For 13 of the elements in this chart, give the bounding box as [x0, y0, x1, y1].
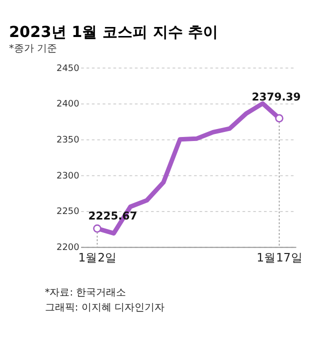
chart-subtitle: *종가 기준: [8, 44, 58, 55]
y-tick-label: 2300: [56, 171, 80, 182]
y-tick-label: 2400: [56, 100, 80, 110]
data-label: 2379.39: [252, 90, 301, 104]
text: 그래픽: 이지혜 디자인기자: [44, 302, 164, 314]
text: *자료: 한국거래소: [44, 287, 126, 298]
y-tick-label: 2450: [56, 64, 80, 74]
chart-title: 2023년 1월 코스피 지수 추이: [8, 23, 218, 42]
x-tick-label: 1월2일: [78, 250, 118, 265]
x-tick-label: 1월17일: [256, 250, 303, 265]
y-tick-label: 2350: [56, 136, 80, 146]
y-tick-label: 2200: [56, 243, 80, 254]
y-tick-label: 2250: [56, 207, 80, 218]
